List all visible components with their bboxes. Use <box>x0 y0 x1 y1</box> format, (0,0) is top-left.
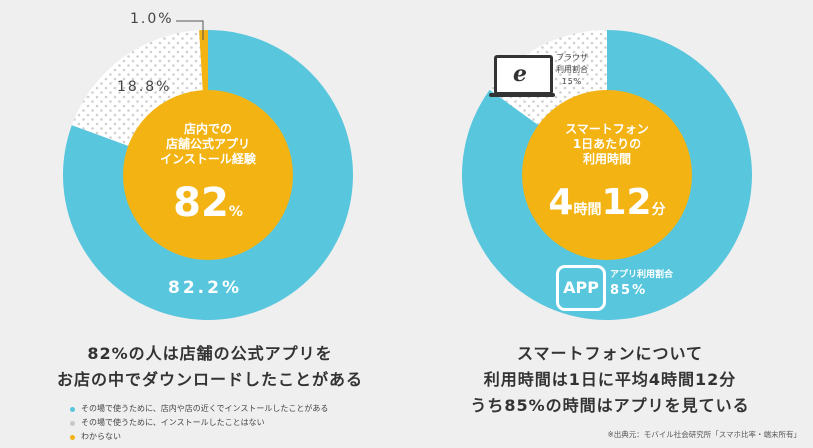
left-caption-line-1: 82%の人は店舗の公式アプリを <box>87 344 333 363</box>
legend-dot-icon <box>70 434 75 440</box>
right-center-minutes-unit: 分 <box>651 202 666 218</box>
right-center-value: 4時間12分 <box>532 180 682 233</box>
laptop-base-icon <box>489 93 555 97</box>
app-label: アプリ利用割合 85% <box>610 268 673 300</box>
left-center-line-2: 店舗公式アプリ <box>165 137 250 151</box>
right-center-line-3: 利用時間 <box>582 152 631 166</box>
app-icon: APP <box>556 265 606 311</box>
left-center-line-1: 店内での <box>183 122 232 136</box>
legend: その場で使うために、店内や店の近くでインストールしたことがある その場で使うため… <box>70 402 328 444</box>
legend-dot-icon <box>70 406 75 412</box>
legend-item-label: その場で使うために、インストールしたことはない <box>81 418 265 427</box>
browser-label-line-2: 利用割合 <box>556 65 588 74</box>
browser-label: ブラウザ 利用割合 15% <box>548 52 596 88</box>
right-caption-line-3: うち85%の時間はアプリを見ている <box>470 396 750 415</box>
left-caption: 82%の人は店舗の公式アプリを お店の中でダウンロードしたことがある <box>30 341 390 393</box>
leader-line <box>176 20 204 40</box>
legend-item-label: その場で使うために、店内や店の近くでインストールしたことがある <box>81 404 329 413</box>
app-label-line-2: 85% <box>610 283 648 298</box>
right-center-line-2: 1日あたりの <box>572 137 642 151</box>
right-caption-line-1: スマートフォンについて <box>516 344 704 363</box>
right-center-minutes: 12 <box>601 182 652 223</box>
right-caption-line-2: 利用時間は1日に平均4時間12分 <box>483 370 737 389</box>
donut-center <box>123 90 293 260</box>
legend-item: わからない <box>70 430 328 444</box>
slice-label-1-0: 1.0% <box>130 11 174 27</box>
right-center-title: スマートフォン 1日あたりの 利用時間 <box>547 122 667 167</box>
legend-item: その場で使うために、店内や店の近くでインストールしたことがある <box>70 402 328 416</box>
right-center-hours-unit: 時間 <box>573 202 602 218</box>
right-center-hours: 4 <box>548 182 574 223</box>
slice-label-18-8: 18.8% <box>117 79 172 95</box>
right-donut-chart <box>461 30 752 320</box>
donut-center <box>522 90 692 260</box>
left-center-number: 82 <box>173 180 229 226</box>
legend-item-label: わからない <box>81 432 121 441</box>
left-center-line-3: インストール経験 <box>160 152 256 166</box>
browser-icon: e <box>494 55 553 95</box>
legend-item: その場で使うために、インストールしたことはない <box>70 416 328 430</box>
app-label-line-1: アプリ利用割合 <box>610 270 674 280</box>
browser-label-line-3: 15% <box>561 77 583 86</box>
left-center-title: 店内での 店舗公式アプリ インストール経験 <box>148 122 268 167</box>
right-center-line-1: スマートフォン <box>565 122 649 136</box>
browser-label-line-1: ブラウザ <box>556 53 588 62</box>
left-center-unit: % <box>228 204 243 220</box>
slice-label-82-2: 82.2% <box>168 278 242 298</box>
left-donut-chart <box>62 30 353 320</box>
right-caption: スマートフォンについて 利用時間は1日に平均4時間12分 うち85%の時間はアプ… <box>430 341 790 419</box>
source-note: ※出典元：モバイル社会研究所「スマホ比率・端末所有」 <box>607 430 801 439</box>
left-center-value: 82% <box>148 180 268 235</box>
left-caption-line-2: お店の中でダウンロードしたことがある <box>56 370 363 389</box>
legend-dot-icon <box>70 420 75 426</box>
